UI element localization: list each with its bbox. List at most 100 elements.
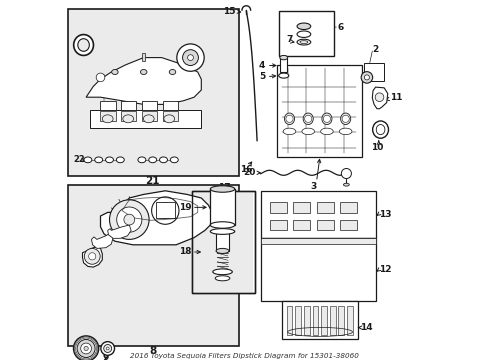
Text: 2016 Toyota Sequoia Filters Dipstick Diagram for 15301-38060: 2016 Toyota Sequoia Filters Dipstick Dia… (130, 353, 358, 359)
Ellipse shape (116, 157, 124, 163)
Circle shape (77, 339, 95, 357)
Bar (89, 110, 201, 128)
Bar (142, 101, 157, 110)
Bar (280, 58, 287, 72)
Bar (363, 63, 384, 81)
Circle shape (374, 93, 383, 102)
Circle shape (285, 115, 292, 122)
Text: 15: 15 (223, 7, 235, 16)
Circle shape (342, 115, 348, 122)
Ellipse shape (143, 115, 154, 123)
Ellipse shape (101, 342, 114, 355)
Ellipse shape (78, 39, 89, 51)
Circle shape (157, 203, 173, 219)
Text: 20: 20 (243, 168, 255, 177)
Ellipse shape (284, 113, 294, 125)
Polygon shape (82, 247, 102, 267)
Circle shape (84, 346, 88, 351)
Text: 3: 3 (310, 182, 316, 191)
Circle shape (84, 248, 100, 264)
Ellipse shape (283, 128, 295, 135)
Ellipse shape (74, 35, 93, 55)
Ellipse shape (320, 128, 332, 135)
Bar (121, 111, 136, 121)
Circle shape (361, 72, 372, 83)
Polygon shape (107, 225, 131, 238)
Bar (339, 220, 356, 230)
Text: 19: 19 (178, 203, 191, 212)
Bar (121, 101, 136, 110)
Bar (321, 306, 326, 335)
Ellipse shape (170, 157, 178, 163)
Text: 7: 7 (286, 35, 292, 44)
Ellipse shape (159, 157, 167, 163)
Bar (282, 301, 357, 339)
Ellipse shape (102, 115, 113, 123)
Ellipse shape (163, 115, 174, 123)
Ellipse shape (212, 269, 232, 275)
Bar (295, 306, 301, 335)
Circle shape (151, 197, 179, 224)
Polygon shape (91, 232, 113, 248)
Text: 9: 9 (102, 353, 109, 360)
Text: 11: 11 (389, 94, 401, 102)
Ellipse shape (103, 345, 111, 352)
Bar (156, 202, 175, 218)
Circle shape (96, 73, 104, 82)
Ellipse shape (111, 69, 118, 75)
Bar (260, 238, 375, 301)
Bar (101, 111, 115, 121)
Circle shape (109, 200, 149, 239)
Text: 21: 21 (145, 176, 160, 186)
Bar (346, 306, 352, 335)
Ellipse shape (169, 69, 175, 75)
Bar (68, 185, 239, 346)
Bar (316, 220, 333, 230)
Ellipse shape (296, 31, 310, 37)
Polygon shape (86, 58, 201, 104)
Bar (329, 306, 335, 335)
Circle shape (88, 253, 96, 260)
Bar (269, 202, 286, 213)
Ellipse shape (339, 128, 351, 135)
Ellipse shape (375, 125, 384, 135)
Text: 12: 12 (378, 266, 390, 274)
Circle shape (187, 55, 193, 60)
Ellipse shape (279, 55, 287, 60)
Text: 22: 22 (73, 155, 85, 164)
Circle shape (182, 50, 198, 66)
Bar (194, 193, 253, 292)
Bar (260, 238, 375, 244)
Bar (276, 65, 361, 157)
Text: 2: 2 (371, 45, 378, 54)
Circle shape (73, 336, 99, 360)
Circle shape (341, 168, 351, 179)
Bar (68, 9, 239, 176)
Circle shape (364, 75, 368, 80)
Ellipse shape (303, 113, 313, 125)
Ellipse shape (216, 248, 228, 253)
Bar (316, 202, 333, 213)
Bar (142, 111, 157, 121)
Text: 10: 10 (371, 143, 383, 152)
Bar (163, 111, 178, 121)
Text: 13: 13 (378, 210, 390, 219)
Ellipse shape (343, 183, 348, 186)
Bar (192, 191, 255, 293)
Ellipse shape (84, 157, 92, 163)
Bar (216, 233, 228, 251)
Bar (192, 191, 255, 293)
Ellipse shape (278, 73, 288, 78)
Ellipse shape (296, 39, 310, 45)
Text: 6: 6 (337, 22, 343, 31)
Ellipse shape (301, 128, 314, 135)
Ellipse shape (340, 113, 350, 125)
Bar (278, 11, 334, 56)
Ellipse shape (95, 157, 102, 163)
Ellipse shape (138, 157, 145, 163)
Bar (260, 191, 375, 238)
Text: 17: 17 (217, 184, 230, 192)
Circle shape (323, 115, 330, 122)
Bar (210, 189, 234, 225)
Ellipse shape (372, 121, 387, 138)
